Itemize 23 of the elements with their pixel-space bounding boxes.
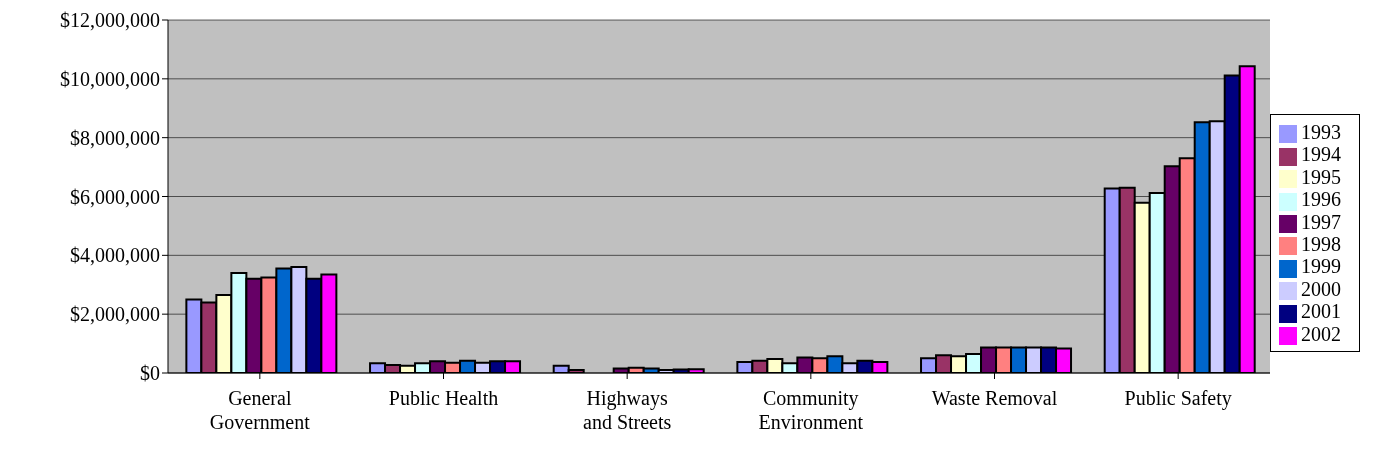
legend-label: 1995	[1301, 165, 1341, 188]
y-tick-label: $8,000,000	[70, 126, 160, 149]
y-tick-label: $12,000,000	[60, 9, 160, 32]
legend-label: 1998	[1301, 233, 1341, 255]
legend-label: 2002	[1301, 322, 1341, 345]
legend-label: 1999	[1301, 255, 1341, 278]
x-tick-label: General Government	[209, 387, 311, 433]
legend-label: 1996	[1301, 188, 1341, 211]
y-tick-label: $4,000,000	[70, 244, 160, 267]
x-tick-label: Public Safety	[1124, 387, 1232, 410]
y-tick-label: $10,000,000	[60, 67, 160, 90]
y-tick-label: $6,000,000	[70, 185, 160, 208]
x-tick-label: Waste Removal	[931, 387, 1058, 409]
y-tick-label: $0	[140, 362, 160, 385]
legend-label: 2001	[1301, 300, 1341, 323]
legend-label: 1997	[1301, 210, 1341, 233]
legend-label: 2000	[1301, 277, 1341, 300]
x-tick-label: Highways and Streets	[583, 387, 672, 433]
legend-label: 1993	[1301, 120, 1341, 143]
x-tick-label: Public Health	[388, 387, 499, 409]
y-tick-label: $2,000,000	[70, 303, 160, 326]
legend-label: 1994	[1301, 143, 1341, 166]
x-tick-label: Community Environment	[758, 387, 864, 433]
